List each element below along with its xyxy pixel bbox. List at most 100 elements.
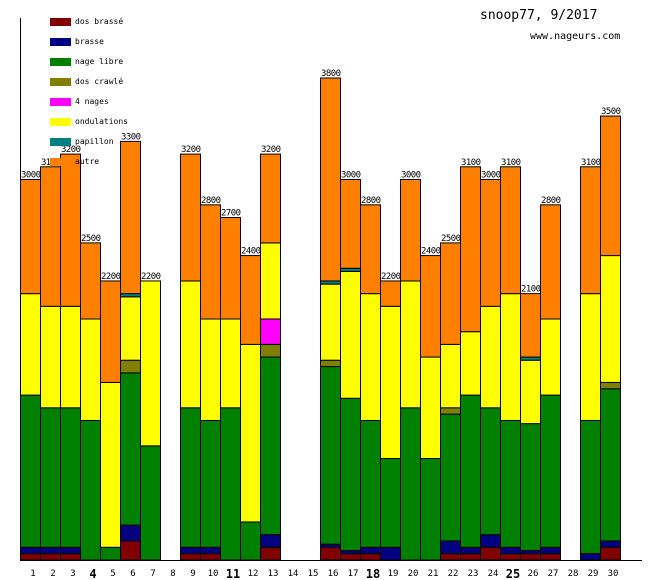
x-tick-label-21: 21 <box>428 569 439 579</box>
bar-segment-nage-libre-day-18 <box>360 419 381 548</box>
total-label-day-26: 2100 <box>521 285 541 295</box>
total-label-day-23: 3100 <box>461 158 481 168</box>
bar-segment-brasse-day-18 <box>360 546 381 555</box>
total-label-day-24: 3000 <box>481 170 501 180</box>
bar-segment-ondulations-day-26 <box>520 359 541 425</box>
bar-segment-brasse-day-25 <box>500 546 521 555</box>
bar-segment-nage-libre-day-5 <box>100 546 121 561</box>
bar-segment-nage-libre-day-12 <box>240 521 261 561</box>
bar-segment-autre-day-29 <box>580 166 601 295</box>
bar-segment-ondulations-day-21 <box>420 356 441 460</box>
bar-segment-dos-crawle-day-30 <box>600 381 621 390</box>
legend-label: dos brassé <box>75 17 124 26</box>
total-label-day-25: 3100 <box>501 158 521 168</box>
total-label-day-11: 2700 <box>221 209 241 219</box>
bar-segment-autre-day-12 <box>240 255 261 345</box>
legend-swatch <box>50 18 71 26</box>
bar-segment-dos-brasse-day-22 <box>440 553 461 561</box>
bar-segment-nage-libre-day-29 <box>580 419 601 555</box>
bar-segment-nage-libre-day-23 <box>460 394 481 548</box>
x-tick-label-14: 14 <box>288 569 299 579</box>
bar-segment-nage-libre-day-27 <box>540 394 561 548</box>
legend-label: 4 nages <box>75 97 109 106</box>
bar-segment-ondulations-day-3 <box>60 305 81 409</box>
bar-segment-autre-day-21 <box>420 255 441 358</box>
bar-segment-brasse-day-30 <box>600 540 621 548</box>
bar-segment-ondulations-day-22 <box>440 343 461 409</box>
bar-segment-ondulations-day-23 <box>460 331 481 396</box>
bar-segment-dos-brasse-day-18 <box>360 553 381 561</box>
x-tick-label-7: 7 <box>150 569 155 579</box>
bar-segment-nage-libre-day-24 <box>480 407 501 536</box>
legend-swatch <box>50 78 71 86</box>
x-tick-label-23: 23 <box>468 569 479 579</box>
total-label-day-13: 3200 <box>261 145 281 155</box>
bar-segment-brasse-day-1 <box>20 546 41 555</box>
bar-segment-ondulations-day-29 <box>580 293 601 421</box>
bar-segment-brasse-day-13 <box>260 534 281 548</box>
bar-segment-autre-day-27 <box>540 204 561 320</box>
bar-segment-brasse-day-10 <box>200 546 221 555</box>
bar-segment-brasse-day-19 <box>380 546 401 561</box>
x-tick-label-4: 4 <box>89 567 96 580</box>
bar-segment-dos-brasse-day-13 <box>260 546 281 561</box>
bar-segment-dos-crawle-day-13 <box>260 343 281 358</box>
bar-segment-brasse-day-29 <box>580 553 601 561</box>
bar-segment-ondulations-day-24 <box>480 305 501 409</box>
x-tick-label-12: 12 <box>248 569 259 579</box>
legend-swatch <box>50 118 71 126</box>
legend-label: dos crawlé <box>75 77 124 86</box>
bar-segment-ondulations-day-16 <box>320 283 341 361</box>
bar-segment-ondulations-day-18 <box>360 293 381 421</box>
bar-segment-autre-day-11 <box>220 217 241 320</box>
bar-segment-dos-brasse-day-9 <box>180 553 201 561</box>
bar-segment-autre-day-17 <box>340 178 361 269</box>
bar-segment-nage-libre-day-17 <box>340 397 361 551</box>
legend-swatch <box>50 138 71 146</box>
x-tick-label-16: 16 <box>328 569 339 579</box>
x-tick-label-17: 17 <box>348 569 359 579</box>
legend-swatch <box>50 58 71 66</box>
x-tick-label-13: 13 <box>268 569 279 579</box>
total-label-day-20: 3000 <box>401 170 421 180</box>
x-tick-label-28: 28 <box>568 569 579 579</box>
bar-segment-autre-day-2 <box>40 166 61 307</box>
total-label-day-4: 2500 <box>81 234 101 244</box>
bar-segment-autre-day-18 <box>360 204 381 295</box>
bar-segment-autre-day-5 <box>100 280 121 383</box>
total-labels-group: 3000313200250022003300220032002800270024… <box>21 69 621 295</box>
bar-segment-autre-day-1 <box>20 178 41 295</box>
total-label-day-7: 2200 <box>141 272 161 282</box>
x-tick-label-15: 15 <box>308 569 319 579</box>
bar-segment-autre-day-22 <box>440 242 461 345</box>
legend-label: brasse <box>75 37 104 46</box>
x-tick-label-8: 8 <box>170 569 175 579</box>
bar-segment-ondulations-day-10 <box>200 318 221 421</box>
x-tick-label-26: 26 <box>528 569 539 579</box>
legend-label: ondulations <box>75 117 128 126</box>
bar-segment-autre-day-26 <box>520 293 541 358</box>
x-tick-label-10: 10 <box>208 569 219 579</box>
x-tick-label-22: 22 <box>448 569 459 579</box>
bar-segment-nage-libre-day-9 <box>180 407 201 548</box>
bar-segment-ondulations-day-9 <box>180 280 201 409</box>
bar-segment-nage-libre-day-1 <box>20 394 41 548</box>
bar-segment-autre-day-30 <box>600 115 621 257</box>
bar-segment-dos-brasse-day-2 <box>40 553 61 561</box>
x-tick-label-1: 1 <box>30 569 35 579</box>
bar-segment-dos-brasse-day-10 <box>200 553 221 561</box>
x-tick-label-9: 9 <box>190 569 195 579</box>
x-tick-label-27: 27 <box>548 569 559 579</box>
bar-segment-nage-libre-day-30 <box>600 388 621 542</box>
bar-segment-4-nages-day-13 <box>260 318 281 345</box>
bar-segment-dos-brasse-day-30 <box>600 546 621 561</box>
bar-segment-nage-libre-day-26 <box>520 423 541 551</box>
bar-segment-ondulations-day-19 <box>380 305 401 460</box>
total-label-day-19: 2200 <box>381 272 401 282</box>
bar-segment-dos-crawle-day-22 <box>440 407 461 415</box>
total-label-day-18: 2800 <box>361 196 381 206</box>
total-label-day-21: 2400 <box>421 247 441 257</box>
bar-segment-dos-brasse-day-25 <box>500 553 521 561</box>
bar-segment-ondulations-day-25 <box>500 293 521 421</box>
bar-segment-dos-brasse-day-16 <box>320 546 341 561</box>
